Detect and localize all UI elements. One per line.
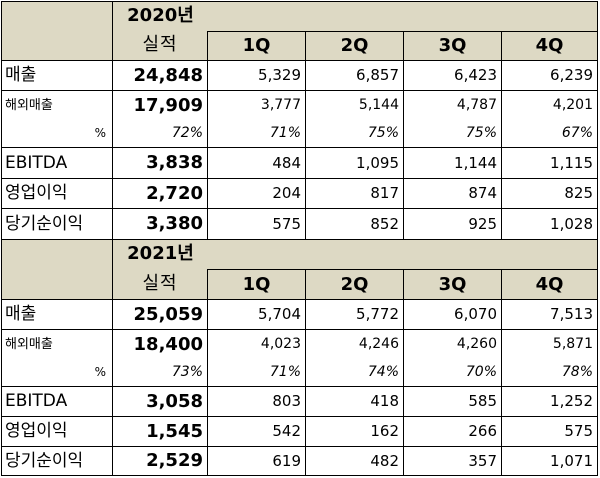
quarter-header-4q: 4Q [501,269,597,299]
quarter-header-4q: 4Q [501,31,597,60]
cell-q2: 5,772 [305,299,403,329]
cell-total: 24,848 [112,60,207,90]
cell-q4: 67% [501,120,597,147]
row-label-revenue: 매출 [1,60,112,90]
cell-q1: 71% [207,359,305,386]
cell-q3: 266 [403,416,501,446]
quarter-header-1q: 1Q [207,31,305,60]
cell-q2: 4,246 [305,329,403,359]
cell-q1: 803 [207,386,305,416]
cell-q1: 619 [207,446,305,475]
row-label-ebitda: EBITDA [1,147,112,178]
cell-q3: 585 [403,386,501,416]
cell-q3: 6,070 [403,299,501,329]
header-corner [1,239,112,299]
cell-q3: 70% [403,359,501,386]
cell-total: 73% [112,359,207,386]
cell-q4: 7,513 [501,299,597,329]
actual-label: 실적 [112,269,207,299]
actual-label: 실적 [112,31,207,60]
cell-q3: 4,260 [403,329,501,359]
row-label-operating-profit: 영업이익 [1,416,112,446]
quarter-header-2q: 2Q [305,269,403,299]
cell-q2: 852 [305,208,403,239]
row-label-net-income: 당기순이익 [1,446,112,475]
cell-q2: 6,857 [305,60,403,90]
cell-q1: 5,704 [207,299,305,329]
quarter-header-2q: 2Q [305,31,403,60]
cell-q1: 204 [207,178,305,208]
cell-q1: 4,023 [207,329,305,359]
year-label: 2020년 [127,5,194,26]
cell-total: 18,400 [112,329,207,359]
cell-q4: 4,201 [501,90,597,120]
cell-q4: 1,252 [501,386,597,416]
year-label: 2021년 [127,243,194,264]
row-label-ebitda: EBITDA [1,386,112,416]
cell-total: 2,720 [112,178,207,208]
cell-total: 3,380 [112,208,207,239]
cell-q1: 542 [207,416,305,446]
cell-q2: 418 [305,386,403,416]
cell-q4: 5,871 [501,329,597,359]
cell-q4: 1,115 [501,147,597,178]
cell-q4: 6,239 [501,60,597,90]
cell-q3: 1,144 [403,147,501,178]
cell-q2: 75% [305,120,403,147]
quarter-header-3q: 3Q [403,31,501,60]
cell-q1: 484 [207,147,305,178]
row-label-revenue: 매출 [1,299,112,329]
cell-q2: 162 [305,416,403,446]
header-corner [1,1,112,60]
cell-q1: 3,777 [207,90,305,120]
cell-q2: 5,144 [305,90,403,120]
row-label-net-income: 당기순이익 [1,208,112,239]
quarter-header-3q: 3Q [403,269,501,299]
cell-total: 1,545 [112,416,207,446]
quarter-header-1q: 1Q [207,269,305,299]
cell-total: 3,838 [112,147,207,178]
cell-q2: 74% [305,359,403,386]
cell-total: 25,059 [112,299,207,329]
cell-q4: 78% [501,359,597,386]
cell-total: 2,529 [112,446,207,475]
cell-total: 72% [112,120,207,147]
cell-q1: 575 [207,208,305,239]
cell-q4: 1,028 [501,208,597,239]
row-label-percent: % [1,359,112,386]
cell-q2: 482 [305,446,403,475]
cell-q2: 817 [305,178,403,208]
cell-q3: 75% [403,120,501,147]
cell-q1: 5,329 [207,60,305,90]
cell-q1: 71% [207,120,305,147]
cell-q3: 6,423 [403,60,501,90]
cell-total: 17,909 [112,90,207,120]
cell-q4: 825 [501,178,597,208]
cell-q3: 4,787 [403,90,501,120]
row-label-overseas-revenue: 해외매출 [1,90,112,120]
cell-total: 3,058 [112,386,207,416]
row-label-overseas-revenue: 해외매출 [1,329,112,359]
row-label-percent: % [1,120,112,147]
cell-q2: 1,095 [305,147,403,178]
cell-q3: 874 [403,178,501,208]
cell-q3: 925 [403,208,501,239]
cell-q4: 575 [501,416,597,446]
row-label-operating-profit: 영업이익 [1,178,112,208]
cell-q3: 357 [403,446,501,475]
cell-q4: 1,071 [501,446,597,475]
